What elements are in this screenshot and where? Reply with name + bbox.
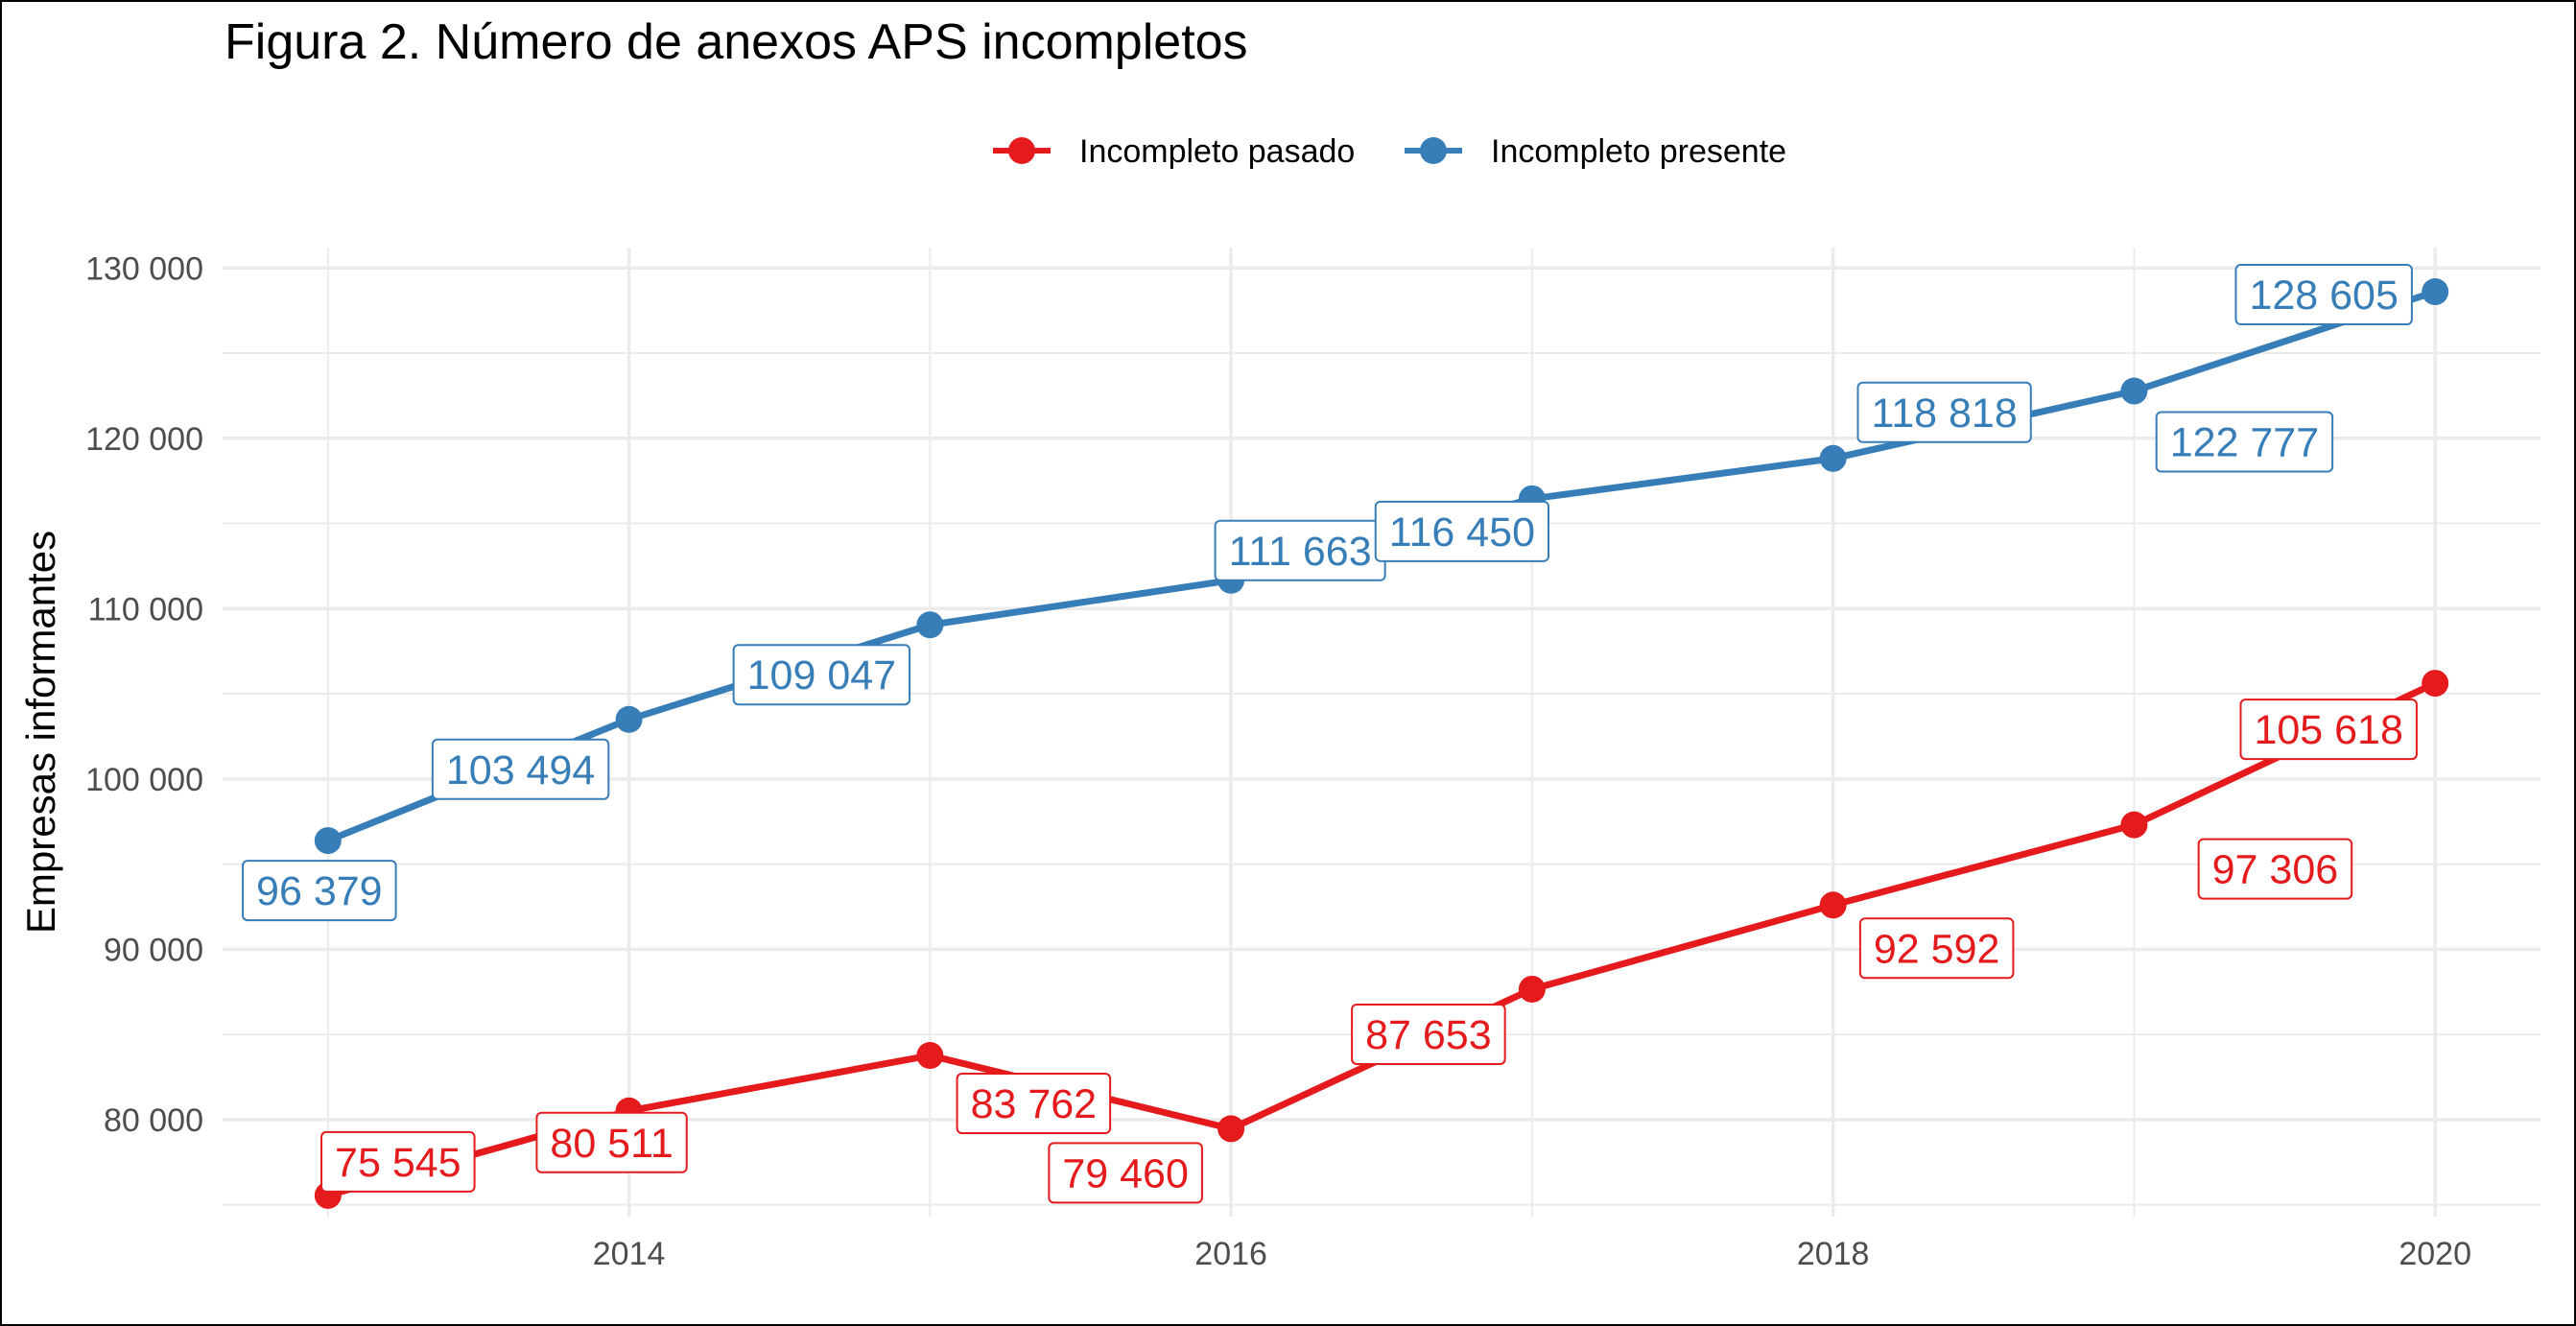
data-label-text: 92 592 [1874, 926, 2000, 972]
data-label: 118 818 [1856, 381, 2032, 443]
data-label-text: 87 653 [1365, 1012, 1492, 1058]
x-tick-label: 2018 [1797, 1236, 1870, 1272]
data-label-text: 128 605 [2249, 272, 2398, 319]
data-label-box [732, 644, 911, 706]
data-point [1819, 444, 1847, 472]
data-label-box [431, 738, 610, 800]
data-label-box [2197, 838, 2353, 900]
data-label-box [1858, 917, 2015, 980]
data-label: 111 663 [1214, 519, 1386, 581]
data-label-text: 103 494 [446, 747, 595, 793]
data-label: 80 511 [535, 1111, 688, 1173]
data-label: 97 306 [2197, 838, 2353, 900]
legend: Incompleto pasado Incompleto presente [993, 133, 1786, 170]
data-point [314, 827, 342, 855]
data-label: 87 653 [1351, 1003, 1506, 1065]
legend-label: Incompleto presente [1491, 133, 1786, 170]
data-label: 116 450 [1374, 500, 1550, 562]
major-gridlines [223, 248, 2541, 1217]
legend-marker [1420, 137, 1447, 164]
data-label-box [2155, 411, 2334, 473]
data-label-box [535, 1111, 688, 1173]
data-label: 122 777 [2155, 411, 2334, 473]
data-label-text: 105 618 [2254, 707, 2402, 753]
data-label: 96 379 [242, 860, 397, 922]
data-label: 83 762 [956, 1073, 1112, 1135]
minor-gridlines [223, 248, 2541, 1217]
data-point [2120, 377, 2148, 405]
data-label-text: 80 511 [550, 1121, 673, 1167]
data-label-box [956, 1073, 1112, 1135]
data-label: 105 618 [2239, 699, 2418, 761]
data-label-text: 109 047 [747, 652, 896, 699]
x-axis: 2014 2016 2018 2020 [593, 1236, 2471, 1272]
legend-item: Incompleto presente [1405, 133, 1786, 170]
x-tick-label: 2016 [1194, 1236, 1267, 1272]
chart-title: Figura 2. Número de anexos APS incomplet… [225, 14, 1248, 70]
data-label-box [1374, 500, 1550, 562]
y-tick-label: 130 000 [85, 250, 203, 287]
series-lines [314, 278, 2449, 1209]
data-label-text: 75 545 [335, 1140, 461, 1186]
data-point [1518, 975, 1546, 1003]
y-axis-label: Empresas informantes [18, 531, 63, 934]
y-tick-label: 90 000 [104, 932, 203, 968]
data-label-box [1351, 1003, 1506, 1065]
data-label-text: 116 450 [1389, 509, 1535, 556]
legend-item: Incompleto pasado [993, 133, 1355, 170]
data-label-box [2234, 264, 2413, 326]
legend-marker [1008, 137, 1035, 164]
data-label-text: 79 460 [1062, 1150, 1189, 1196]
data-label: 92 592 [1858, 917, 2015, 980]
data-label-box [320, 1130, 476, 1193]
x-tick-label: 2014 [593, 1236, 666, 1272]
y-tick-label: 120 000 [85, 421, 203, 458]
data-point [2422, 278, 2449, 306]
data-point [916, 1042, 944, 1070]
y-axis: 80 000 90 000 100 000 110 000 120 000 130 000 [85, 250, 203, 1139]
data-label-text: 83 762 [971, 1081, 1098, 1127]
data-label-text: 118 818 [1872, 391, 2018, 437]
legend-label: Incompleto pasado [1079, 133, 1355, 170]
y-tick-label: 80 000 [104, 1102, 203, 1139]
x-tick-label: 2020 [2399, 1236, 2471, 1272]
data-label: 75 545 [320, 1130, 476, 1193]
data-label-box [2239, 699, 2418, 761]
data-label-box [242, 860, 397, 922]
data-label: 109 047 [732, 644, 911, 706]
y-tick-label: 100 000 [85, 762, 203, 798]
data-label-box [1856, 381, 2032, 443]
data-point [1819, 891, 1847, 919]
data-point [2422, 670, 2449, 698]
data-point [916, 611, 944, 639]
data-labels: 75 545 80 511 83 762 79 460 87 653 92 592 97 3… [242, 264, 2418, 1204]
data-label-box [1048, 1142, 1203, 1204]
data-label-text: 122 777 [2170, 420, 2319, 466]
data-label-text: 111 663 [1229, 529, 1372, 575]
data-label-text: 97 306 [2212, 847, 2339, 893]
data-point [615, 705, 643, 733]
data-label: 128 605 [2234, 264, 2413, 326]
data-label-text: 96 379 [256, 868, 383, 914]
data-point [2120, 811, 2148, 839]
y-tick-label: 110 000 [88, 591, 203, 627]
data-point [1217, 1115, 1245, 1143]
data-label: 79 460 [1048, 1142, 1203, 1204]
data-label: 103 494 [431, 738, 610, 800]
